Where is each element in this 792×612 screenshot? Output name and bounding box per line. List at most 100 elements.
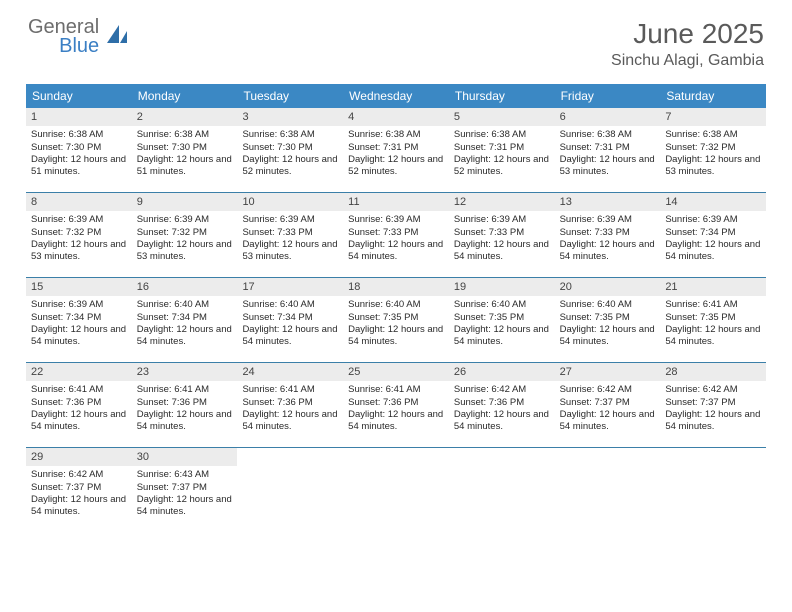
daylight-line: Daylight: 12 hours and 54 minutes. [348,324,444,349]
day-number: 23 [132,363,238,381]
daylight-line: Daylight: 12 hours and 54 minutes. [31,324,127,349]
day-number: 14 [660,193,766,211]
day-body: Sunrise: 6:40 AMSunset: 7:34 PMDaylight:… [237,298,343,352]
day-body: Sunrise: 6:38 AMSunset: 7:30 PMDaylight:… [26,128,132,182]
calendar-day: 30Sunrise: 6:43 AMSunset: 7:37 PMDayligh… [132,448,238,532]
day-body: Sunrise: 6:41 AMSunset: 7:36 PMDaylight:… [343,383,449,437]
sunset-line: Sunset: 7:35 PM [560,312,656,324]
daylight-line: Daylight: 12 hours and 53 minutes. [31,239,127,264]
calendar-day: 29Sunrise: 6:42 AMSunset: 7:37 PMDayligh… [26,448,132,532]
calendar-day: 26Sunrise: 6:42 AMSunset: 7:36 PMDayligh… [449,363,555,447]
day-body: Sunrise: 6:40 AMSunset: 7:35 PMDaylight:… [449,298,555,352]
sunset-line: Sunset: 7:34 PM [242,312,338,324]
brand-word2: Blue [28,37,99,56]
calendar-day: 28Sunrise: 6:42 AMSunset: 7:37 PMDayligh… [660,363,766,447]
sunrise-line: Sunrise: 6:39 AM [31,299,127,311]
day-body: Sunrise: 6:41 AMSunset: 7:36 PMDaylight:… [132,383,238,437]
day-number: 20 [555,278,661,296]
brand-logo: General Blue [28,18,131,56]
day-body: Sunrise: 6:38 AMSunset: 7:31 PMDaylight:… [449,128,555,182]
day-number: 19 [449,278,555,296]
sunset-line: Sunset: 7:34 PM [137,312,233,324]
day-number: 17 [237,278,343,296]
sunrise-line: Sunrise: 6:38 AM [137,129,233,141]
day-body: Sunrise: 6:38 AMSunset: 7:31 PMDaylight:… [343,128,449,182]
title-block: June 2025 Sinchu Alagi, Gambia [611,18,764,70]
sunset-line: Sunset: 7:36 PM [454,397,550,409]
day-body: Sunrise: 6:40 AMSunset: 7:35 PMDaylight:… [555,298,661,352]
day-body: Sunrise: 6:39 AMSunset: 7:33 PMDaylight:… [555,213,661,267]
calendar-day: 2 Sunrise: 6:38 AMSunset: 7:30 PMDaylight… [132,108,238,192]
sunrise-line: Sunrise: 6:39 AM [137,214,233,226]
day-number: 16 [132,278,238,296]
daylight-line: Daylight: 12 hours and 54 minutes. [31,409,127,434]
logo-sail-icon [105,23,131,52]
calendar-day: 8Sunrise: 6:39 AMSunset: 7:32 PMDaylight… [26,193,132,277]
sunset-line: Sunset: 7:37 PM [560,397,656,409]
day-body: Sunrise: 6:38 AMSunset: 7:30 PMDaylight:… [132,128,238,182]
calendar-day: 7 Sunrise: 6:38 AMSunset: 7:32 PMDaylight… [660,108,766,192]
daylight-line: Daylight: 12 hours and 54 minutes. [665,409,761,434]
calendar-day: 15 Sunrise: 6:39 AMSunset: 7:34 PMDayligh… [26,278,132,362]
calendar-day: 6Sunrise: 6:38 AMSunset: 7:31 PMDaylight… [555,108,661,192]
weekday-col: Monday [132,84,238,108]
daylight-line: Daylight: 12 hours and 54 minutes. [560,409,656,434]
day-body: Sunrise: 6:39 AMSunset: 7:33 PMDaylight:… [343,213,449,267]
sunset-line: Sunset: 7:37 PM [31,482,127,494]
day-body: Sunrise: 6:38 AMSunset: 7:32 PMDaylight:… [660,128,766,182]
day-number: 3 [237,108,343,126]
day-number: 25 [343,363,449,381]
sunset-line: Sunset: 7:34 PM [665,227,761,239]
sunrise-line: Sunrise: 6:40 AM [137,299,233,311]
day-number: 4 [343,108,449,126]
calendar-day: 1 Sunrise: 6:38 AMSunset: 7:30 PMDaylight… [26,108,132,192]
day-body: Sunrise: 6:39 AMSunset: 7:34 PMDaylight:… [26,298,132,352]
sunrise-line: Sunrise: 6:39 AM [560,214,656,226]
day-body: Sunrise: 6:41 AMSunset: 7:36 PMDaylight:… [237,383,343,437]
sunset-line: Sunset: 7:35 PM [348,312,444,324]
daylight-line: Daylight: 12 hours and 53 minutes. [242,239,338,264]
weekday-col: Friday [555,84,661,108]
weekday-col: Sunday [26,84,132,108]
sunset-line: Sunset: 7:31 PM [348,142,444,154]
day-body: Sunrise: 6:38 AMSunset: 7:30 PMDaylight:… [237,128,343,182]
daylight-line: Daylight: 12 hours and 54 minutes. [348,409,444,434]
day-body: Sunrise: 6:40 AMSunset: 7:35 PMDaylight:… [343,298,449,352]
daylight-line: Daylight: 12 hours and 51 minutes. [31,154,127,179]
sunrise-line: Sunrise: 6:39 AM [242,214,338,226]
sunrise-line: Sunrise: 6:40 AM [560,299,656,311]
daylight-line: Daylight: 12 hours and 53 minutes. [560,154,656,179]
sunset-line: Sunset: 7:30 PM [31,142,127,154]
sunrise-line: Sunrise: 6:40 AM [348,299,444,311]
daylight-line: Daylight: 12 hours and 54 minutes. [137,494,233,519]
sunrise-line: Sunrise: 6:38 AM [454,129,550,141]
day-number: 21 [660,278,766,296]
day-body: Sunrise: 6:40 AMSunset: 7:34 PMDaylight:… [132,298,238,352]
daylight-line: Daylight: 12 hours and 54 minutes. [242,324,338,349]
page-header: General Blue June 2025 Sinchu Alagi, Gam… [0,0,792,78]
day-number: 2 [132,108,238,126]
calendar-day [237,448,343,532]
calendar-day: 21Sunrise: 6:41 AMSunset: 7:35 PMDayligh… [660,278,766,362]
daylight-line: Daylight: 12 hours and 54 minutes. [454,324,550,349]
weekday-col: Saturday [660,84,766,108]
calendar-day: 20 Sunrise: 6:40 AMSunset: 7:35 PMDayligh… [555,278,661,362]
sunset-line: Sunset: 7:37 PM [137,482,233,494]
sunset-line: Sunset: 7:32 PM [665,142,761,154]
calendar-day: 24Sunrise: 6:41 AMSunset: 7:36 PMDayligh… [237,363,343,447]
sunset-line: Sunset: 7:33 PM [242,227,338,239]
day-number: 7 [660,108,766,126]
daylight-line: Daylight: 12 hours and 52 minutes. [242,154,338,179]
sunrise-line: Sunrise: 6:38 AM [560,129,656,141]
daylight-line: Daylight: 12 hours and 54 minutes. [137,409,233,434]
sunrise-line: Sunrise: 6:39 AM [665,214,761,226]
day-number: 1 [26,108,132,126]
daylight-line: Daylight: 12 hours and 54 minutes. [242,409,338,434]
sunset-line: Sunset: 7:34 PM [31,312,127,324]
day-body: Sunrise: 6:42 AMSunset: 7:36 PMDaylight:… [449,383,555,437]
day-number: 27 [555,363,661,381]
calendar-day: 9Sunrise: 6:39 AMSunset: 7:32 PMDaylight… [132,193,238,277]
day-body: Sunrise: 6:39 AMSunset: 7:33 PMDaylight:… [449,213,555,267]
day-number: 15 [26,278,132,296]
calendar-day: 18Sunrise: 6:40 AMSunset: 7:35 PMDayligh… [343,278,449,362]
